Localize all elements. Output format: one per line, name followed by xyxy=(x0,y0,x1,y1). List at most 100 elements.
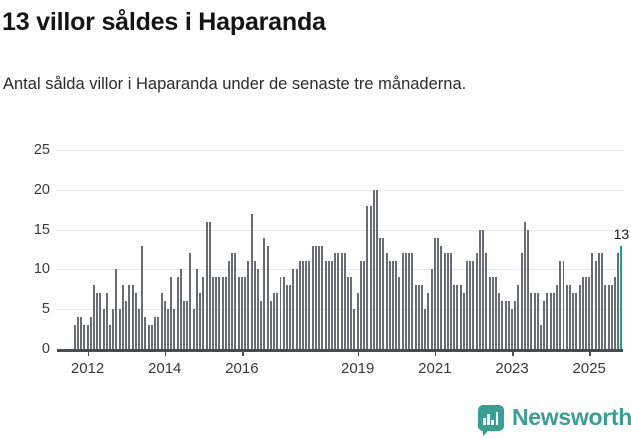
bar xyxy=(443,253,446,349)
x-axis-line xyxy=(57,349,623,352)
bar xyxy=(617,253,620,349)
bar xyxy=(179,269,182,349)
y-axis-ticks: 0 5 10 15 20 25 xyxy=(0,142,50,395)
bar xyxy=(327,261,330,349)
bar xyxy=(298,261,301,349)
bar xyxy=(411,253,414,349)
bar xyxy=(581,277,584,349)
y-axis-label: 25 xyxy=(33,142,50,158)
bar xyxy=(350,277,353,349)
bar xyxy=(273,293,276,349)
bar xyxy=(359,261,362,349)
bar xyxy=(253,261,256,349)
bar xyxy=(318,245,321,349)
bar xyxy=(150,325,153,349)
bar xyxy=(421,285,423,349)
bar xyxy=(494,277,497,349)
bar xyxy=(330,261,333,349)
bar xyxy=(372,189,375,349)
bar xyxy=(302,261,304,349)
bar xyxy=(353,309,356,349)
plot-area xyxy=(57,150,623,349)
bar xyxy=(186,301,189,349)
bar xyxy=(379,237,382,349)
bar xyxy=(128,285,131,349)
bar xyxy=(556,285,559,349)
bar xyxy=(109,325,112,349)
bar xyxy=(572,293,575,349)
bar xyxy=(446,253,449,349)
bar xyxy=(96,293,99,349)
bar xyxy=(256,269,259,349)
bar xyxy=(539,325,542,349)
y-axis-label: 20 xyxy=(33,181,50,198)
x-axis-tick xyxy=(164,349,167,356)
bar xyxy=(321,245,324,349)
bar xyxy=(369,205,372,349)
bar xyxy=(610,285,613,349)
bar xyxy=(234,253,237,349)
x-axis-tick xyxy=(434,349,437,356)
bar xyxy=(305,261,308,349)
bar xyxy=(498,293,501,349)
bar xyxy=(478,229,481,349)
bar xyxy=(430,269,433,349)
bar xyxy=(279,277,282,349)
bar xyxy=(456,285,459,349)
x-axis-label: 2014 xyxy=(148,360,182,377)
bar xyxy=(199,293,202,349)
bar xyxy=(520,253,523,349)
bar xyxy=(404,253,407,349)
bar xyxy=(195,269,198,349)
bar xyxy=(395,261,398,349)
bar xyxy=(363,261,366,349)
bar xyxy=(408,253,411,349)
x-axis-tick xyxy=(87,349,90,356)
bar xyxy=(517,285,520,349)
gridline xyxy=(57,269,623,271)
bar xyxy=(89,317,92,349)
bar xyxy=(228,261,231,349)
bar xyxy=(244,277,247,349)
bar xyxy=(440,245,443,349)
bar xyxy=(183,301,186,349)
x-axis-tick xyxy=(357,349,360,356)
x-axis-tick xyxy=(589,349,591,356)
bar xyxy=(514,301,517,349)
bar xyxy=(591,253,594,349)
bar xyxy=(594,261,597,349)
bar xyxy=(585,277,587,349)
logo-bars-glyph xyxy=(483,411,499,425)
bar xyxy=(562,261,565,349)
bar xyxy=(250,213,253,349)
bar xyxy=(105,293,108,349)
bar xyxy=(552,293,555,349)
bar xyxy=(147,325,150,349)
bar xyxy=(141,245,144,349)
bar xyxy=(491,277,494,349)
bar xyxy=(324,261,327,349)
gridline xyxy=(57,229,623,231)
bar xyxy=(543,301,546,349)
bar xyxy=(511,309,514,349)
bar xyxy=(501,301,504,349)
bar xyxy=(83,325,86,349)
bar xyxy=(205,221,208,349)
bar xyxy=(221,277,224,349)
bar xyxy=(266,245,269,349)
bar xyxy=(485,253,488,349)
bar xyxy=(308,261,311,349)
bar xyxy=(488,277,491,349)
newsworthy-logo: Newsworthy xyxy=(478,404,631,436)
bar xyxy=(343,253,346,349)
bar-highlighted xyxy=(620,245,623,349)
bar xyxy=(138,309,140,349)
bar xyxy=(578,285,581,349)
bar xyxy=(597,253,600,349)
bar xyxy=(507,301,510,349)
bar xyxy=(475,253,478,349)
bar xyxy=(80,317,83,349)
bar xyxy=(73,325,76,349)
bar xyxy=(231,253,234,349)
